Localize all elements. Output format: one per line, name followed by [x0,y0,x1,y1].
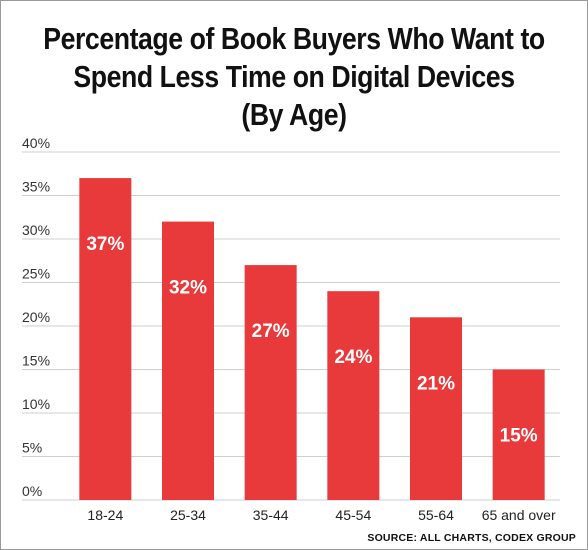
bar-data-label: 32% [169,278,207,299]
chart-title-line-2: Spend Less Time on Digital Devices [73,59,515,94]
bar-data-label: 21% [417,373,455,394]
x-tick-label: 25-34 [170,507,206,523]
y-tick-label: 10% [22,396,50,412]
y-tick-label: 25% [22,266,50,282]
bar [244,265,297,500]
chart-title-line-1: Percentage of Book Buyers Who Want to [43,21,545,56]
bar [162,221,214,500]
bar-data-label: 15% [500,426,538,447]
y-tick-label: 40% [22,135,50,151]
chart-title: Percentage of Book Buyers Who Want to Sp… [41,20,547,134]
x-tick-label: 65 and over [482,507,556,523]
y-tick-label: 35% [22,179,50,195]
source-note: SOURCE: ALL CHARTS, CODEX GROUP [367,532,576,544]
x-tick-label: 55-64 [418,507,454,523]
bar-data-label: 37% [86,234,124,255]
bar [79,178,132,500]
bar [492,369,545,500]
bar-data-label: 27% [252,321,290,342]
y-tick-label: 5% [22,440,42,456]
bar [410,317,462,500]
chart-title-line-3: (By Age) [241,97,347,132]
x-tick-label: 45-54 [335,507,371,523]
x-tick-label: 35-44 [253,507,289,523]
y-tick-label: 30% [22,222,50,238]
y-tick-label: 20% [22,309,50,325]
x-tick-label: 18-24 [87,507,123,523]
y-tick-label: 15% [22,353,50,369]
y-tick-label: 0% [22,483,42,499]
bar-data-label: 24% [334,347,372,368]
bar [327,291,380,500]
